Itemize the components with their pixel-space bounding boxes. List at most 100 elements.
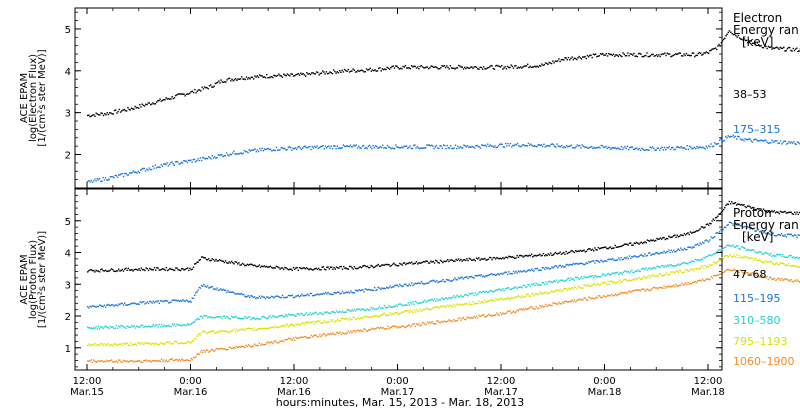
data-point (190, 341, 192, 344)
data-point (228, 317, 230, 320)
data-point (648, 55, 651, 58)
data-point (144, 342, 146, 344)
data-point (487, 300, 490, 302)
data-point (457, 258, 460, 260)
data-point (614, 55, 616, 57)
data-point (510, 297, 512, 299)
data-point (594, 275, 596, 277)
data-point (704, 148, 706, 150)
data-point (489, 144, 491, 146)
data-point (441, 297, 443, 299)
data-point (495, 274, 497, 276)
data-point (305, 267, 308, 269)
data-point (575, 263, 577, 265)
data-point (382, 313, 384, 315)
data-point (541, 292, 543, 294)
data-point (728, 200, 731, 203)
data-point (248, 77, 250, 79)
data-point (789, 46, 791, 49)
data-point (379, 67, 381, 69)
data-point (325, 321, 327, 324)
data-point (390, 286, 393, 289)
data-point (269, 76, 272, 78)
data-point (250, 263, 252, 265)
data-point (185, 324, 188, 326)
data-point (334, 145, 336, 147)
data-point (356, 289, 358, 292)
data-point (305, 312, 308, 314)
data-point (464, 66, 466, 69)
data-point (744, 205, 746, 208)
data-point (202, 285, 204, 287)
data-point (133, 302, 135, 304)
data-point (541, 254, 543, 257)
data-point (726, 203, 728, 205)
data-point (339, 265, 341, 268)
data-point (407, 67, 409, 69)
data-point (101, 305, 103, 307)
data-point (102, 327, 104, 330)
data-point (113, 327, 115, 329)
data-point (767, 232, 770, 235)
data-point (277, 266, 279, 268)
data-point (104, 177, 107, 179)
data-point (722, 228, 724, 231)
data-point (341, 147, 343, 149)
data-point (268, 327, 270, 329)
data-point (768, 254, 771, 256)
data-point (411, 282, 413, 284)
data-point (576, 58, 578, 61)
data-point (496, 298, 498, 301)
data-point (414, 300, 416, 303)
data-point (406, 67, 408, 69)
data-point (537, 66, 540, 68)
data-point (347, 319, 350, 321)
data-point (395, 311, 397, 314)
data-point (316, 320, 319, 322)
data-point (473, 303, 475, 305)
data-point (750, 207, 752, 209)
data-point (253, 296, 256, 298)
y-tick-label: 4 (65, 249, 71, 260)
data-point (536, 284, 539, 287)
data-point (791, 234, 793, 237)
data-point (216, 315, 218, 318)
data-point (548, 61, 550, 64)
data-point (304, 313, 307, 315)
data-point (383, 264, 385, 266)
data-point (733, 136, 735, 138)
data-point (433, 147, 435, 150)
data-point (260, 149, 262, 152)
data-point (729, 135, 732, 138)
data-point (339, 147, 341, 149)
data-point (697, 230, 699, 232)
data-point (770, 142, 772, 144)
data-point (530, 66, 532, 69)
data-point (584, 263, 586, 265)
data-point (132, 170, 135, 172)
data-point (546, 267, 548, 270)
data-point (212, 86, 214, 88)
data-point (228, 291, 230, 293)
data-point (698, 52, 701, 54)
data-point (149, 342, 151, 344)
data-point (327, 266, 329, 268)
data-point (295, 74, 297, 76)
data-point (334, 70, 336, 73)
data-point (542, 64, 544, 67)
data-point (183, 324, 185, 326)
data-point (673, 54, 676, 56)
data-point (514, 296, 516, 298)
data-point (551, 266, 553, 268)
data-point (381, 264, 383, 266)
y-tick-label: 4 (65, 67, 71, 78)
data-point (673, 265, 675, 267)
data-point (124, 110, 127, 112)
data-point (341, 268, 344, 270)
data-point (155, 167, 158, 169)
data-point (292, 324, 295, 327)
data-point (146, 301, 149, 303)
data-point (576, 262, 578, 265)
data-point (670, 249, 672, 251)
data-point (110, 304, 113, 306)
